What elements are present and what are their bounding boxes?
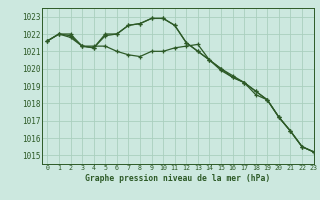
X-axis label: Graphe pression niveau de la mer (hPa): Graphe pression niveau de la mer (hPa) bbox=[85, 174, 270, 183]
